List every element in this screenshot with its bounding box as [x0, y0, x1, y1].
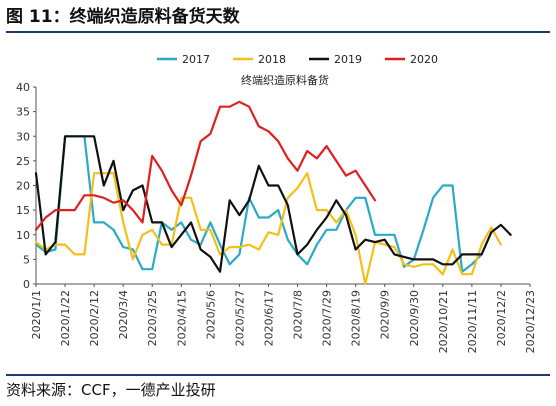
- series-line-2019: [34, 135, 512, 273]
- title-divider: [6, 31, 550, 33]
- chart-title: 终端织造原料备货: [241, 73, 329, 87]
- x-tick-label: 2020/5/6: [204, 290, 217, 339]
- y-tick-label: 20: [16, 180, 30, 193]
- source-divider: [6, 374, 550, 376]
- y-tick-label: 15: [16, 204, 30, 217]
- source-note: 资料来源：CCF，一德产业投研: [6, 381, 216, 399]
- series-line-2018: [34, 172, 502, 286]
- x-tick-label: 2020/10/21: [437, 290, 450, 353]
- x-tick-label: 2020/2/12: [88, 290, 101, 346]
- series-line-2020: [34, 100, 377, 231]
- y-tick-label: 0: [23, 278, 30, 291]
- x-tick-label: 2020/12/23: [524, 290, 537, 353]
- legend-label-2019: 2019: [334, 53, 362, 66]
- y-tick-label: 30: [16, 130, 30, 143]
- legend-label-2017: 2017: [182, 53, 210, 66]
- x-tick-label: 2020/6/17: [262, 290, 275, 346]
- x-tick-label: 2020/9/9: [379, 290, 392, 339]
- x-tick-label: 2020/3/25: [146, 290, 159, 346]
- y-tick-label: 10: [16, 229, 30, 242]
- line-chart: 0 5 10 15 20 25 30 35 40 2020/1/1 2020/1/22 2020/2…: [16, 53, 537, 353]
- y-tick-label: 25: [16, 155, 30, 168]
- y-tick-label: 35: [16, 106, 30, 119]
- figure-title: 图 11：终端织造原料备货天数: [6, 7, 240, 27]
- x-tick-label: 2020/9/30: [408, 290, 421, 346]
- legend-label-2018: 2018: [258, 53, 286, 66]
- x-tick-label: 2020/7/29: [321, 290, 334, 346]
- x-tick-label: 2020/4/15: [175, 290, 188, 346]
- legend-label-2020: 2020: [410, 53, 438, 66]
- series-line-2017: [34, 135, 483, 273]
- x-tick-label: 2020/5/27: [233, 290, 246, 346]
- x-tick-label: 2020/3/4: [117, 290, 130, 339]
- x-tick-label: 2020/11/11: [466, 290, 479, 353]
- y-tick-label: 40: [16, 81, 30, 94]
- x-tick-label: 2020/12/2: [495, 290, 508, 346]
- x-tick-label: 2020/1/22: [59, 290, 72, 346]
- x-tick-label: 2020/8/19: [350, 290, 363, 346]
- x-tick-label: 2020/7/8: [292, 290, 305, 339]
- y-tick-label: 5: [23, 253, 30, 266]
- x-tick-label: 2020/1/1: [30, 290, 43, 339]
